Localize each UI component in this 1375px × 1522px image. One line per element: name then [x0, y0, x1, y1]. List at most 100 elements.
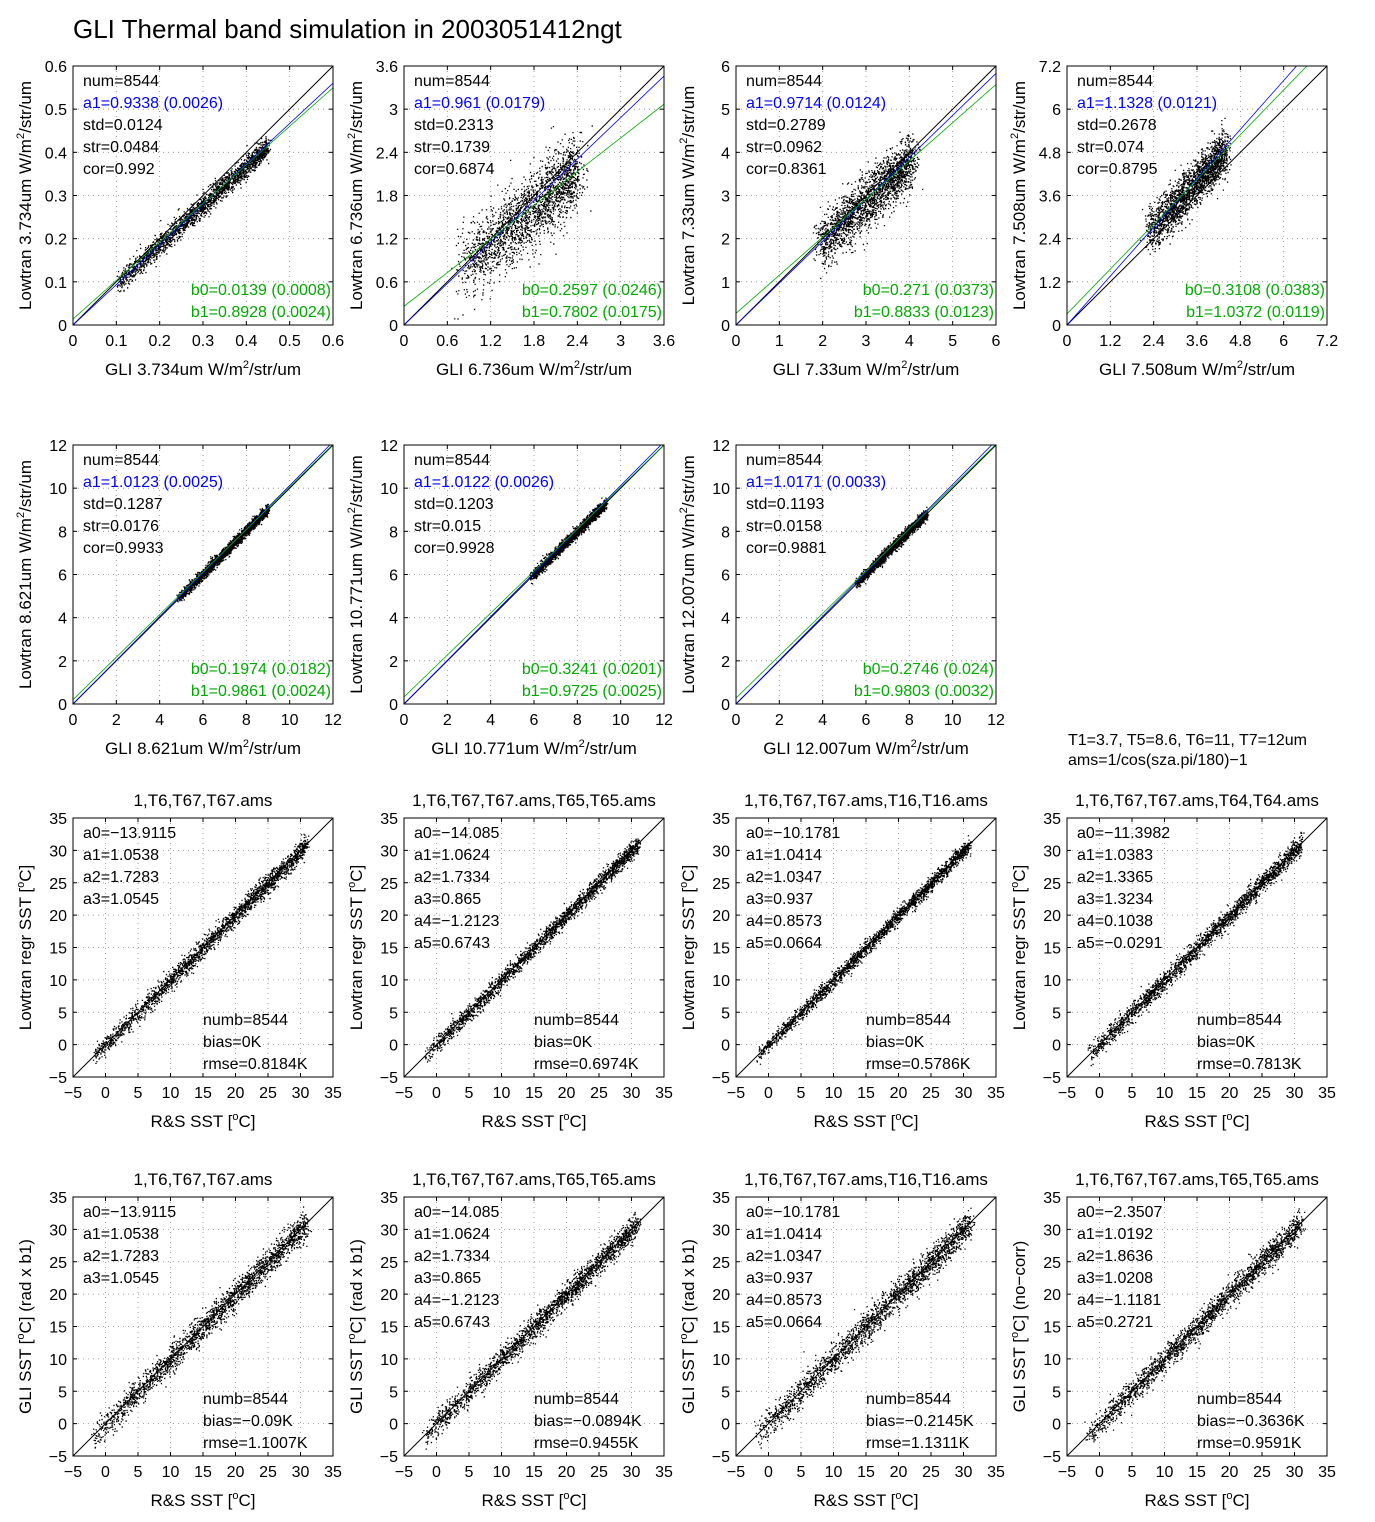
- x-tick-label: 10: [612, 712, 630, 729]
- y-axis-label: Lowtran 12.007um W/m2/str/um: [678, 455, 698, 694]
- stat-text: num=8544: [746, 73, 822, 90]
- stat-text: rmse=0.9591K: [1197, 1435, 1302, 1452]
- scatter-panel-2: 0 0.6 1.2 1.8 2.4 3 3.6 0 0.6 1.2 1.8 2.4 3 3.6 GLI 6.…: [346, 59, 675, 379]
- y-tick-label: 5: [58, 1005, 67, 1022]
- y-axis-label: Lowtran regr SST [oC]: [15, 865, 35, 1030]
- y-tick-label: 25: [49, 876, 67, 893]
- x-tick-label: 20: [227, 1464, 245, 1481]
- panel-title: 1,T6,T67,T67.ams: [134, 1170, 273, 1189]
- x-tick-label: 30: [1286, 1085, 1304, 1102]
- x-axis-label: GLI 10.771um W/m2/str/um: [431, 738, 636, 758]
- x-tick-label: 25: [1253, 1085, 1271, 1102]
- stat-text: cor=0.992: [83, 161, 155, 178]
- x-tick-label: 3: [616, 333, 625, 350]
- fit-line-b: [73, 445, 333, 701]
- y-tick-label: 10: [380, 1352, 398, 1369]
- stat-text: a4=−1.1181: [1077, 1292, 1161, 1309]
- identity-line: [404, 818, 664, 1077]
- y-tick-label: 0: [58, 697, 67, 714]
- y-tick-label: −5: [380, 1070, 398, 1087]
- x-tick-label: 0.3: [192, 333, 214, 350]
- x-tick-label: 25: [922, 1464, 940, 1481]
- y-tick-label: 2: [721, 654, 730, 671]
- x-tick-label: 35: [655, 1464, 673, 1481]
- stat-text: a2=1.7283: [83, 1248, 159, 1265]
- y-tick-label: 15: [49, 941, 67, 958]
- y-tick-label: −5: [380, 1449, 398, 1466]
- figure-note-line-2: ams=1/cos(sza.pi/180)−1: [1068, 752, 1248, 769]
- fit-coef-text: b0=0.2746 (0.024): [863, 661, 994, 678]
- stat-text: a5=0.6743: [414, 935, 490, 952]
- x-tick-label: −5: [1058, 1085, 1076, 1102]
- x-tick-label: 6: [530, 712, 539, 729]
- stat-text: a1=1.0538: [83, 1226, 159, 1243]
- x-tick-label: 10: [825, 1464, 843, 1481]
- y-tick-label: 5: [721, 1384, 730, 1401]
- stat-text: numb=8544: [1197, 1012, 1282, 1029]
- stat-text: a0=−14.085: [414, 1204, 500, 1221]
- x-tick-label: 0: [764, 1085, 773, 1102]
- y-tick-label: 10: [1043, 1352, 1061, 1369]
- x-tick-label: 6: [992, 333, 1001, 350]
- stat-text: a0=−13.9115: [83, 825, 176, 842]
- stat-text: num=8544: [1077, 73, 1153, 90]
- scatter-points: [421, 1211, 642, 1450]
- x-tick-label: 30: [955, 1085, 973, 1102]
- x-tick-label: 12: [655, 712, 673, 729]
- x-tick-label: 2.4: [566, 333, 588, 350]
- y-tick-label: 5: [1052, 1384, 1061, 1401]
- x-tick-label: 5: [465, 1085, 474, 1102]
- y-tick-label: 25: [380, 1255, 398, 1272]
- stat-text: str=0.015: [414, 518, 481, 535]
- identity-line: [736, 818, 996, 1077]
- stat-text: bias=−0.2145K: [866, 1413, 974, 1430]
- x-tick-label: 35: [324, 1464, 342, 1481]
- stat-text: a5=0.0664: [746, 935, 822, 952]
- x-tick-label: 25: [590, 1085, 608, 1102]
- y-tick-label: 6: [389, 568, 398, 585]
- x-tick-label: 20: [1221, 1085, 1239, 1102]
- stat-text: num=8544: [414, 452, 490, 469]
- scatter-panel-10: −5 0 5 10 15 20 25 30 35 −5 0 5 10 15 20 25 30 35 R&S SST …: [678, 791, 1005, 1131]
- x-tick-label: 5: [134, 1464, 143, 1481]
- y-tick-label: 30: [380, 1222, 398, 1239]
- scatter-points: [1139, 117, 1232, 255]
- x-axis-label: R&S SST [oC]: [481, 1111, 586, 1131]
- x-tick-label: 10: [825, 1085, 843, 1102]
- fit-line-b: [736, 84, 996, 314]
- x-tick-label: 1.2: [1099, 333, 1121, 350]
- stat-text: a2=1.7283: [83, 869, 159, 886]
- stat-text: str=0.0484: [83, 139, 159, 156]
- y-tick-label: 0: [389, 1417, 398, 1434]
- stat-text: a2=1.0347: [746, 1248, 822, 1265]
- x-tick-label: −5: [64, 1085, 82, 1102]
- scatter-panel-9: −5 0 5 10 15 20 25 30 35 −5 0 5 10 15 20 25 30 35 R&S SST …: [346, 791, 673, 1131]
- stat-text: a1=1.0171 (0.0033): [746, 474, 886, 491]
- stat-text: a4=−1.2123: [414, 1292, 500, 1309]
- stat-text: numb=8544: [866, 1391, 951, 1408]
- fit-line-b: [736, 445, 996, 699]
- identity-line: [1067, 1197, 1327, 1456]
- x-tick-label: 25: [590, 1464, 608, 1481]
- y-tick-label: 0: [389, 697, 398, 714]
- y-axis-label: Lowtran 8.621um W/m2/str/um: [15, 460, 35, 689]
- x-tick-label: 30: [623, 1085, 641, 1102]
- y-tick-label: 2.4: [376, 145, 398, 162]
- x-tick-label: 10: [162, 1085, 180, 1102]
- stat-text: numb=8544: [203, 1391, 288, 1408]
- fit-coef-text: b1=1.0372 (0.0119): [1186, 304, 1325, 321]
- y-axis-label: Lowtran 6.736um W/m2/str/um: [346, 81, 366, 310]
- y-tick-label: 25: [1043, 876, 1061, 893]
- x-tick-label: 10: [493, 1085, 511, 1102]
- y-tick-label: 0.3: [45, 189, 67, 206]
- panel-title: 1,T6,T67,T67.ams,T65,T65.ams: [1075, 1170, 1319, 1189]
- x-tick-label: 5: [465, 1464, 474, 1481]
- x-tick-label: 5: [797, 1464, 806, 1481]
- y-tick-label: 20: [1043, 908, 1061, 925]
- panel-title: 1,T6,T67,T67.ams,T16,T16.ams: [744, 1170, 988, 1189]
- x-axis-label: R&S SST [oC]: [481, 1490, 586, 1510]
- y-tick-label: 20: [712, 1287, 730, 1304]
- scatter-points: [91, 1206, 313, 1449]
- fit-coef-text: b1=0.8928 (0.0024): [191, 304, 331, 321]
- x-axis-label: R&S SST [oC]: [1144, 1111, 1249, 1131]
